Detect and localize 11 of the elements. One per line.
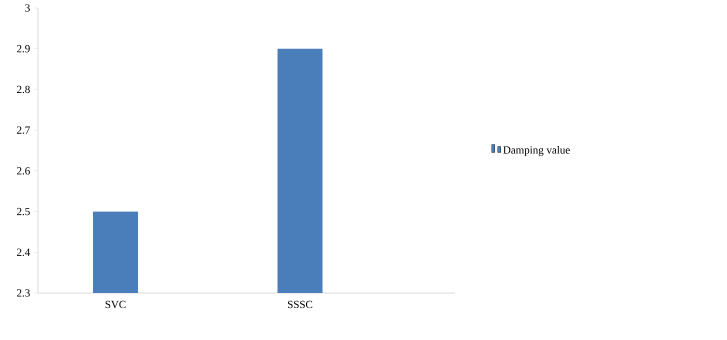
y-tick-label: 3 <box>25 4 30 12</box>
y-tick-label: 2.6 <box>17 167 30 175</box>
legend-label: Damping value <box>503 146 570 156</box>
x-tick-label: SSSC <box>288 300 312 308</box>
y-tick-label: 2.9 <box>17 45 30 52</box>
y-tick-label: 2.7 <box>17 126 30 134</box>
y-tick-label: 2.5 <box>17 208 30 216</box>
x-tick-label: SVC <box>106 300 126 308</box>
y-tick-label: 2.4 <box>17 248 30 256</box>
y-tick-label: 2.8 <box>17 86 30 94</box>
y-tick-label: 2.3 <box>17 289 30 297</box>
